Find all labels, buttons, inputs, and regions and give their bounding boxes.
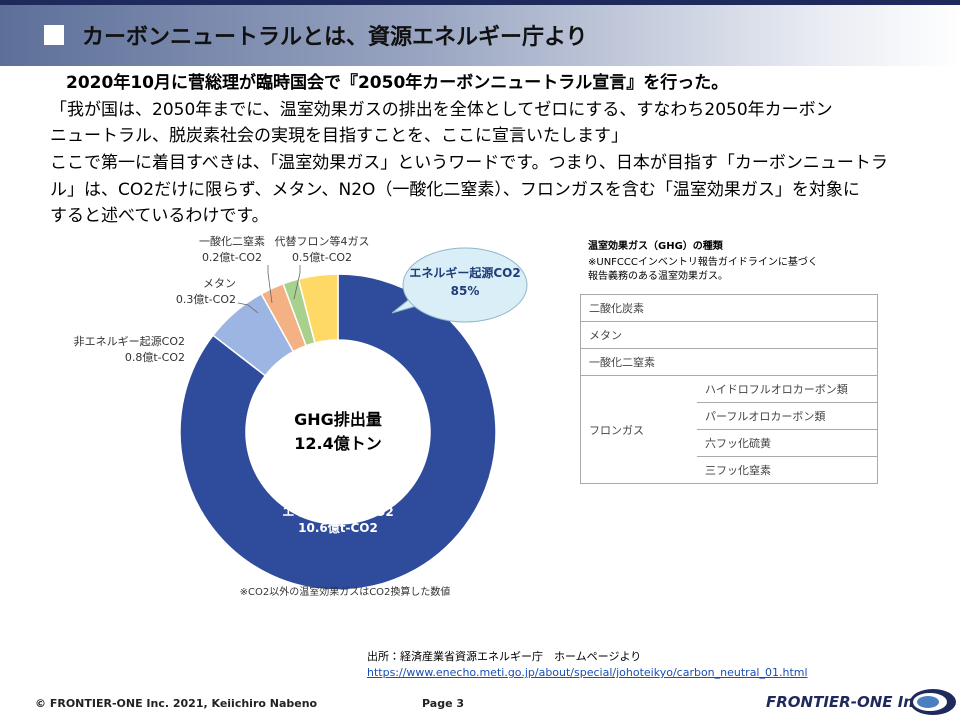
table-note: ※UNFCCCインベントリ報告ガイドラインに基づく bbox=[588, 257, 818, 268]
body-line: ル」は、CO2だけに限らず、メタン、N2O（一酸化二窒素）、フロンガスを含む「温… bbox=[50, 180, 860, 200]
source-label: 出所：経済産業省資源エネルギー庁 ホームページより bbox=[367, 650, 642, 663]
slide-title: カーボンニュートラルとは、資源エネルギー庁より bbox=[82, 25, 588, 50]
callout bbox=[402, 247, 528, 323]
leader-line bbox=[237, 302, 259, 314]
logo-text: FRONTIER-ONE Inc. bbox=[766, 693, 929, 711]
slice-value-label: 0.8億t-CO2 bbox=[125, 351, 185, 364]
slice-value-label: 0.2億t-CO2 bbox=[202, 251, 262, 264]
header: カーボンニュートラルとは、資源エネルギー庁より bbox=[0, 0, 960, 66]
table-cell: 一酸化二窒素 bbox=[580, 348, 878, 376]
table-cell: 六フッ化硫黄 bbox=[697, 429, 878, 457]
slice-label: 一酸化二窒素 bbox=[199, 234, 265, 248]
callout-text: エネルギー起源CO2 bbox=[409, 265, 520, 280]
leader-line bbox=[293, 265, 301, 300]
ghg-table: 二酸化炭素 メタン 一酸化二窒素 フロンガス ハイドロフルオロカーボン類 パーフ… bbox=[580, 294, 878, 484]
table-cell: フロンガス bbox=[580, 375, 697, 484]
donut-slice bbox=[297, 273, 339, 344]
copyright: © FRONTIER-ONE Inc. 2021, Keiichiro Nabe… bbox=[35, 697, 318, 710]
slice-value-label: 0.3億t-CO2 bbox=[176, 293, 236, 306]
table-cell: 二酸化炭素 bbox=[580, 294, 878, 322]
table-cell: 三フッ化窒素 bbox=[697, 456, 878, 484]
slice-value-label: 10.6億t-CO2 bbox=[298, 520, 378, 535]
table-cell: ハイドロフルオロカーボン類 bbox=[697, 375, 878, 403]
center-label: GHG排出量 bbox=[294, 410, 382, 429]
slice-label: メタン bbox=[203, 277, 236, 290]
body-line: 「我が国は、2050年までに、温室効果ガスの排出を全体としてゼロにする、すなわち… bbox=[50, 100, 833, 120]
table-note: 報告義務のある温室効果ガス。 bbox=[588, 271, 728, 282]
table-cell: メタン bbox=[580, 321, 878, 349]
header-icon bbox=[44, 25, 64, 45]
body-line: ニュートラル、脱炭素社会の実現を目指すことを、ここに宣言いたします」 bbox=[50, 126, 628, 146]
body-line: すると述べているわけです。 bbox=[50, 206, 269, 226]
slice-value-label: 0.5億t-CO2 bbox=[292, 251, 352, 264]
center-label: 12.4億トン bbox=[294, 434, 381, 453]
body-line: ここで第一に着目すべきは、「温室効果ガス」というワードです。つまり、日本が目指す… bbox=[50, 153, 888, 173]
table-cell: パーフルオロカーボン類 bbox=[697, 402, 878, 430]
callout-text: 85% bbox=[451, 284, 480, 298]
table-title: 温室効果ガス（GHG）の種類 bbox=[588, 241, 723, 252]
slice-label: 代替フロン等4ガス bbox=[275, 234, 370, 248]
source-url[interactable]: https://www.enecho.meti.go.jp/about/spec… bbox=[367, 666, 808, 679]
chart-note: ※CO2以外の温室効果ガスはCO2換算した数値 bbox=[240, 585, 451, 598]
headline: 2020年10月に菅総理が臨時国会で『2050年カーボンニュートラル宣言』を行っ… bbox=[66, 73, 729, 93]
donut-slice bbox=[179, 273, 497, 591]
logo-mark bbox=[910, 689, 956, 715]
slice-label: 非エネルギー起源CO2 bbox=[74, 334, 185, 348]
donut-chart: エネルギー起源CO2 85% GHG排出量 12.4億トン ※CO2以外の温室効… bbox=[74, 234, 528, 598]
page-number: Page 3 bbox=[422, 697, 465, 710]
slice-label: エネルギー起源CO2 bbox=[282, 504, 393, 519]
leader-line bbox=[267, 265, 273, 304]
